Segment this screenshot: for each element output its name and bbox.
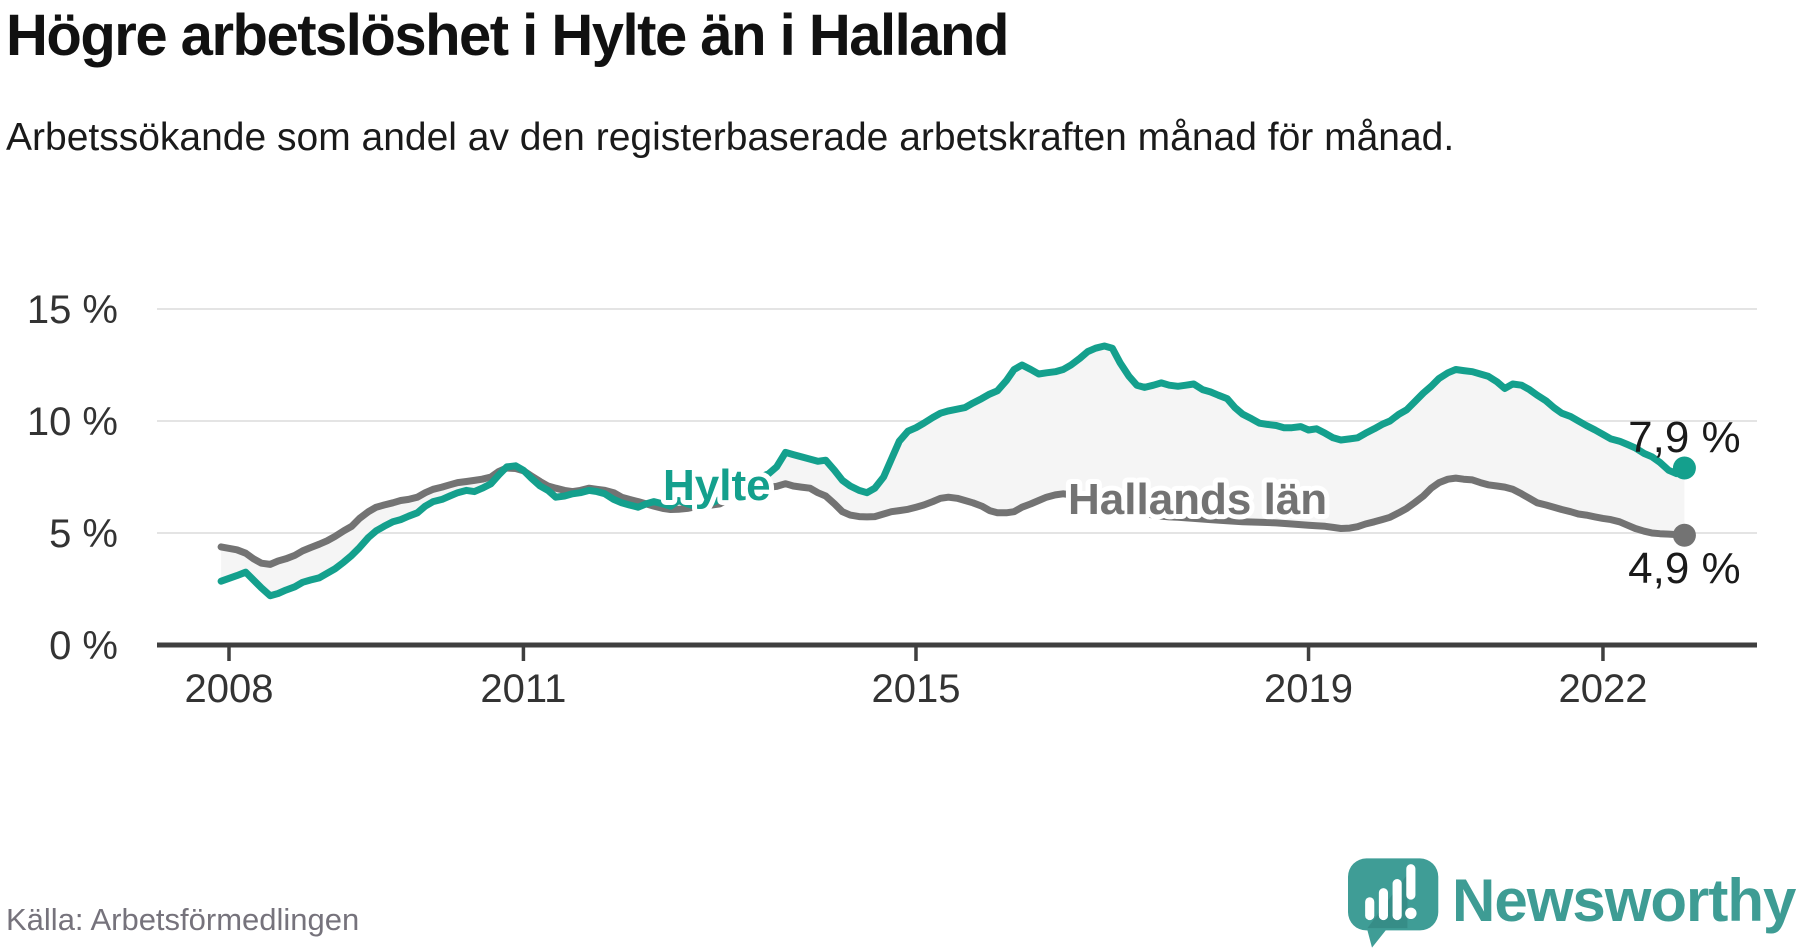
brand-wordmark: Newsworthy: [1452, 867, 1796, 934]
hylte-series-label: Hylte: [663, 461, 771, 510]
x-tick-label: 2008: [185, 667, 274, 711]
source-note: Källa: Arbetsförmedlingen: [6, 902, 360, 937]
x-tick-label: 2015: [871, 667, 960, 711]
hylte-end-dot: [1672, 456, 1696, 480]
halland-end-dot: [1672, 523, 1696, 547]
x-tick-label: 2011: [480, 667, 566, 711]
series-gap-band: [221, 346, 1685, 596]
hylte-line: [217, 342, 1688, 600]
halland-end-value-label: 4,9 %: [1628, 544, 1741, 593]
y-tick-label: 0 %: [49, 624, 118, 668]
brand-logo: Newsworthy: [1348, 858, 1796, 948]
halland-series-label: Hallands län: [1068, 475, 1327, 524]
y-tick-label: 15 %: [27, 288, 118, 332]
page-subtitle: Arbetssökande som andel av den registerb…: [6, 116, 1455, 159]
y-tick-label: 5 %: [49, 512, 118, 556]
halland-line: [217, 464, 1688, 568]
x-tick-label: 2022: [1558, 667, 1647, 711]
newsworthy-logo-icon: [1348, 858, 1439, 948]
x-tick-label: 2019: [1264, 667, 1353, 711]
hylte-end-value-label: 7,9 %: [1628, 413, 1741, 462]
y-tick-label: 10 %: [27, 400, 118, 444]
page-title: Högre arbetslöshet i Hylte än i Halland: [6, 3, 1009, 68]
